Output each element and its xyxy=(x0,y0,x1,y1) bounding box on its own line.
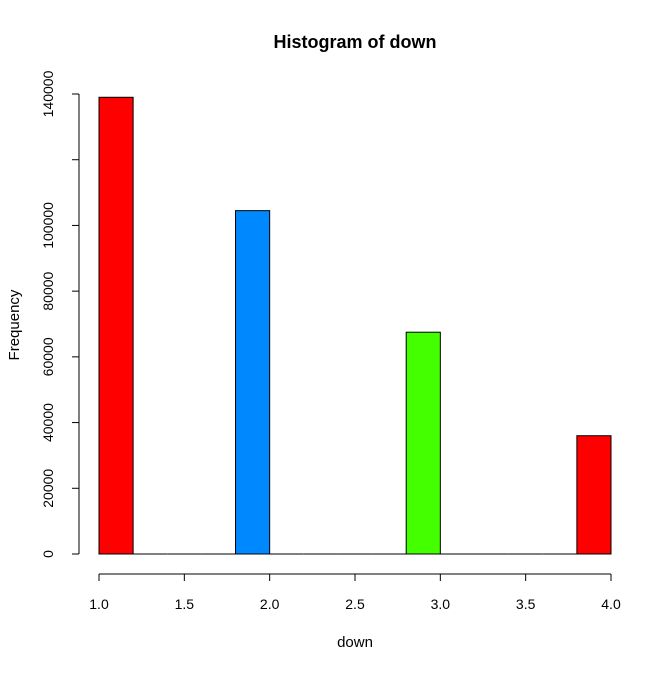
y-axis-label: Frequency xyxy=(6,289,23,360)
histogram-bar-14 xyxy=(576,435,612,555)
y-tick-label: 80000 xyxy=(40,271,56,310)
histogram-bar-9 xyxy=(405,331,441,555)
x-tick-label: 3.5 xyxy=(516,596,536,612)
x-tick-label: 1.0 xyxy=(89,596,109,612)
y-tick-label: 20000 xyxy=(40,469,56,508)
y-tick-label: 60000 xyxy=(40,337,56,376)
x-tick-label: 3.0 xyxy=(431,596,451,612)
x-tick-label: 2.5 xyxy=(345,596,365,612)
y-tick-label: 140000 xyxy=(40,70,56,117)
y-tick-label: 40000 xyxy=(40,403,56,442)
bars-layer xyxy=(98,96,612,555)
x-tick-label: 1.5 xyxy=(175,596,195,612)
y-tick-label: 0 xyxy=(40,550,56,558)
x-axis-label: down xyxy=(337,634,373,651)
y-axis: 0 20000 40000 60000 80000 100000 140000 xyxy=(40,70,80,558)
y-tick-label: 100000 xyxy=(40,202,56,249)
histogram-bar-4 xyxy=(235,210,271,555)
x-axis: 1.0 1.5 2.0 2.5 3.0 3.5 4.0 xyxy=(89,573,621,612)
x-tick-label: 4.0 xyxy=(601,596,621,612)
x-tick-label: 2.0 xyxy=(260,596,280,612)
chart-title: Histogram of down xyxy=(274,32,437,52)
histogram-bar-0 xyxy=(98,96,134,555)
